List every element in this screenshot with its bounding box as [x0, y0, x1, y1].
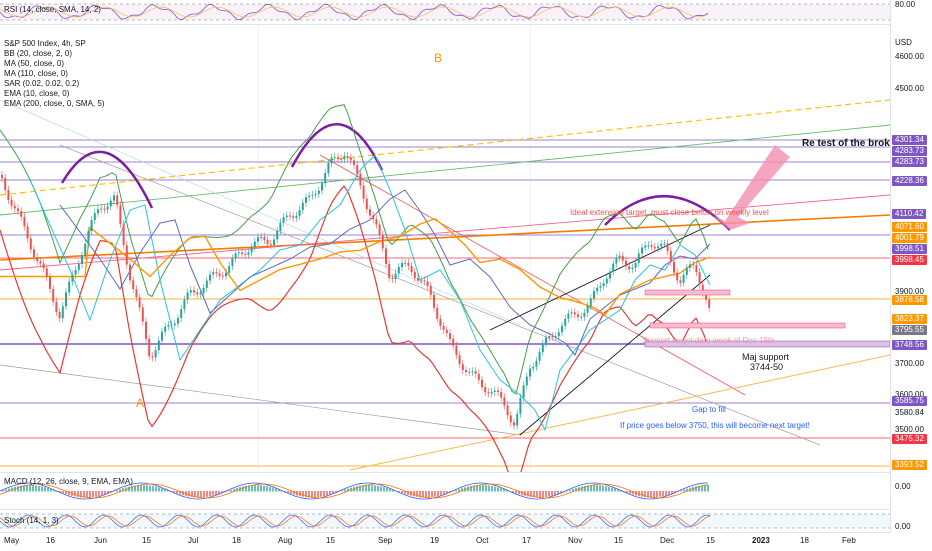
time-axis[interactable]: May 16 Jun 15 Jul 18 Aug 15 Sep 19 Oct 1…: [0, 532, 890, 551]
price-level-label: 3600.00: [895, 390, 924, 399]
ideal-target-note: Ideal extension target, must close below…: [570, 208, 769, 217]
time-label: May: [4, 536, 20, 545]
price-tag[interactable]: 3878.58: [892, 295, 927, 305]
price-tag[interactable]: 4071.60: [892, 222, 927, 232]
price-tag[interactable]: 4001.79: [892, 233, 927, 243]
price-tag[interactable]: 3998.51: [892, 244, 927, 254]
indicator-label: MA (110, close, 0): [4, 69, 68, 78]
time-label: 16: [46, 536, 55, 545]
time-label: Nov: [568, 536, 583, 545]
price-tag[interactable]: 3748.56: [892, 340, 927, 350]
price-tag[interactable]: 4283.73: [892, 157, 927, 167]
price-level-label: 4500.00: [895, 84, 924, 93]
stoch-legend[interactable]: Stoch (14, 1, 3): [4, 516, 59, 525]
price-tag[interactable]: 3823.37: [892, 314, 927, 324]
time-label: 19: [430, 536, 439, 545]
price-level-label: 4600.00: [895, 52, 924, 61]
maj-support-range: 3744-50: [750, 362, 784, 372]
symbol-label: S&P 500 Index, 4h, SP: [4, 39, 86, 48]
time-label: 18: [800, 536, 809, 545]
price-chart: [0, 25, 890, 472]
stoch-level-label: 0.00: [895, 522, 911, 531]
rsi-pane[interactable]: RSI (14, close, SMA, 14, 2): [0, 0, 890, 25]
macd-plot: [0, 482, 709, 500]
main-legend[interactable]: S&P 500 Index, 4h, SP BB (20, close, 2, …: [4, 39, 104, 109]
price-level-label: 3580.84: [895, 408, 924, 417]
main-chart-pane[interactable]: S&P 500 Index, 4h, SP BB (20, close, 2, …: [0, 25, 895, 473]
time-label-year: 2023: [752, 536, 770, 545]
indicator-label: SAR (0.02, 0.02, 0.2): [4, 79, 80, 88]
time-label: 15: [706, 536, 715, 545]
price-axis[interactable]: 80.00 USD 4600.00 4500.00 3900.00 3700.0…: [890, 0, 932, 532]
price-tag[interactable]: 3393.52: [892, 460, 927, 470]
support-target-note: Support target date week of Dec 19th: [642, 336, 775, 345]
stoch-pane[interactable]: Stoch (14, 1, 3): [0, 510, 890, 532]
time-label: Jun: [94, 536, 107, 545]
time-label: Sep: [378, 536, 393, 545]
macd-legend[interactable]: MACD (12, 26, close, 9, EMA, EMA): [4, 477, 133, 486]
rsi-legend[interactable]: RSI (14, close, SMA, 14, 2): [4, 5, 101, 14]
time-label: Feb: [842, 536, 856, 545]
price-tag[interactable]: 4110.42: [892, 209, 927, 219]
price-tag[interactable]: 3475.32: [892, 434, 927, 444]
price-level-label: 3700.00: [895, 359, 924, 368]
time-label: 15: [142, 536, 151, 545]
gap-note: Gap to fill: [692, 405, 726, 414]
indicator-label: BB (20, close, 2, 0): [4, 49, 73, 58]
indicator-label: EMA (10, close, 0): [4, 89, 70, 98]
price-tag[interactable]: 3795.55: [892, 325, 927, 335]
price-tag[interactable]: 4228.36: [892, 176, 927, 186]
time-label: 15: [614, 536, 623, 545]
time-label: Jul: [188, 536, 199, 545]
wave-b-label: B: [434, 51, 443, 65]
maj-support-title: Maj support: [742, 352, 790, 362]
price-level-label: 3500.00: [895, 425, 924, 434]
currency-label: USD: [895, 38, 912, 47]
time-label: 18: [232, 536, 241, 545]
macd-pane[interactable]: MACD (12, 26, close, 9, EMA, EMA): [0, 473, 890, 510]
stoch-plot: [0, 513, 890, 529]
time-label: 17: [522, 536, 531, 545]
price-tag[interactable]: 3998.45: [892, 255, 927, 265]
wave-a-label: A: [136, 396, 145, 410]
rsi-plot: [0, 3, 890, 21]
retest-note: Re test of the broke: [802, 138, 896, 149]
indicator-label: MA (50, close, 0): [4, 59, 65, 68]
rsi-level-label: 80.00: [895, 0, 916, 9]
next-target-note: If price goes below 3750, this will beco…: [620, 421, 810, 430]
time-label: Oct: [476, 536, 489, 545]
indicator-label: EMA (200, close, 0, SMA, 5): [4, 99, 105, 108]
time-label: 15: [326, 536, 335, 545]
price-level-label: 3900.00: [895, 287, 924, 296]
price-tag[interactable]: 4301.34: [892, 135, 927, 145]
time-label: Aug: [278, 536, 293, 545]
price-tag[interactable]: 4283.73: [892, 146, 927, 156]
price-tag[interactable]: 3585.75: [892, 396, 927, 406]
macd-level-label: 0.00: [895, 482, 911, 491]
time-label: Dec: [660, 536, 675, 545]
